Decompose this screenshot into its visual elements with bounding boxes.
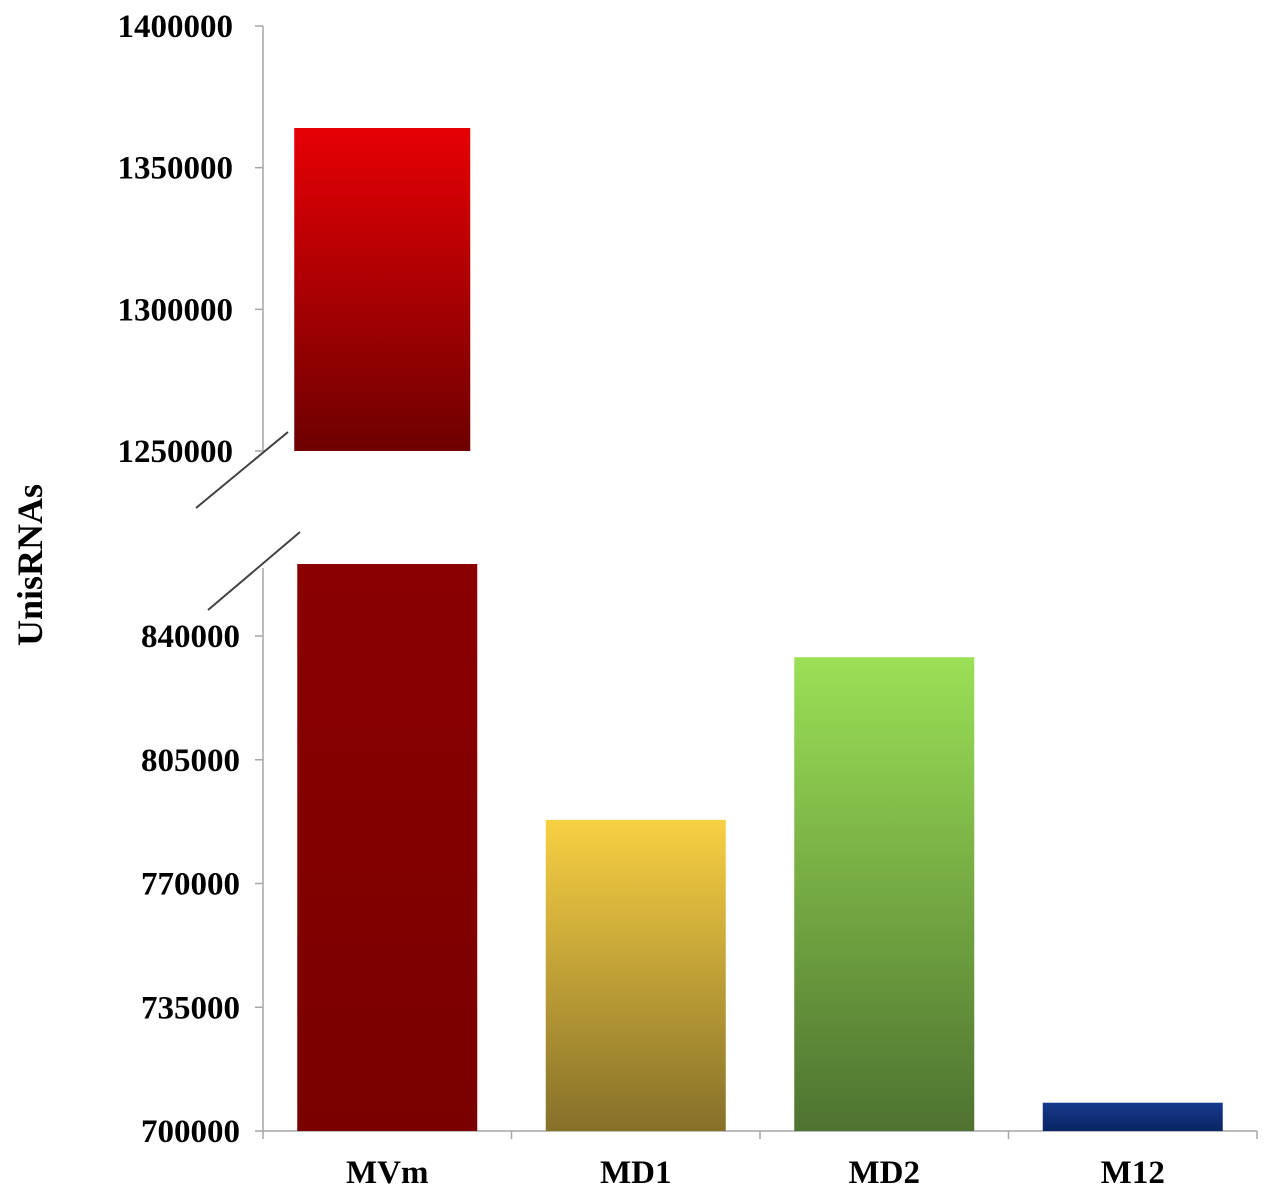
- y-axis-title: UnisRNAs: [10, 484, 50, 646]
- y-tick-label-lower: 770000: [141, 867, 240, 903]
- y-tick-label-lower: 840000: [141, 619, 240, 655]
- bars: [294, 128, 1223, 1131]
- x-category-label: MD2: [849, 1155, 920, 1191]
- y-tick-label-lower: 700000: [141, 1114, 240, 1150]
- bar-m12: [1042, 1102, 1223, 1131]
- y-tick-label-upper: 1300000: [118, 292, 234, 328]
- axis-break-mark-upper: [195, 431, 289, 509]
- bar-mvm-lower: [297, 564, 478, 1131]
- y-tick-label-lower: 735000: [141, 990, 240, 1026]
- labels: 1400000 1350000 1300000 1250000 840000 805000…: [118, 9, 1165, 1191]
- bar-md2: [794, 657, 975, 1131]
- x-category-label: M12: [1101, 1155, 1165, 1191]
- x-category-label: MD1: [600, 1155, 671, 1191]
- y-tick-label-upper: 1250000: [118, 434, 234, 470]
- y-tick-label-upper: 1350000: [118, 151, 234, 187]
- bar-mvm-upper: [294, 128, 471, 451]
- x-category-label: MVm: [346, 1155, 428, 1191]
- y-tick-label-lower: 805000: [141, 743, 240, 779]
- bar-md1: [545, 819, 726, 1131]
- axis-break-mark-lower: [207, 531, 301, 611]
- y-tick-label-upper: 1400000: [118, 9, 234, 45]
